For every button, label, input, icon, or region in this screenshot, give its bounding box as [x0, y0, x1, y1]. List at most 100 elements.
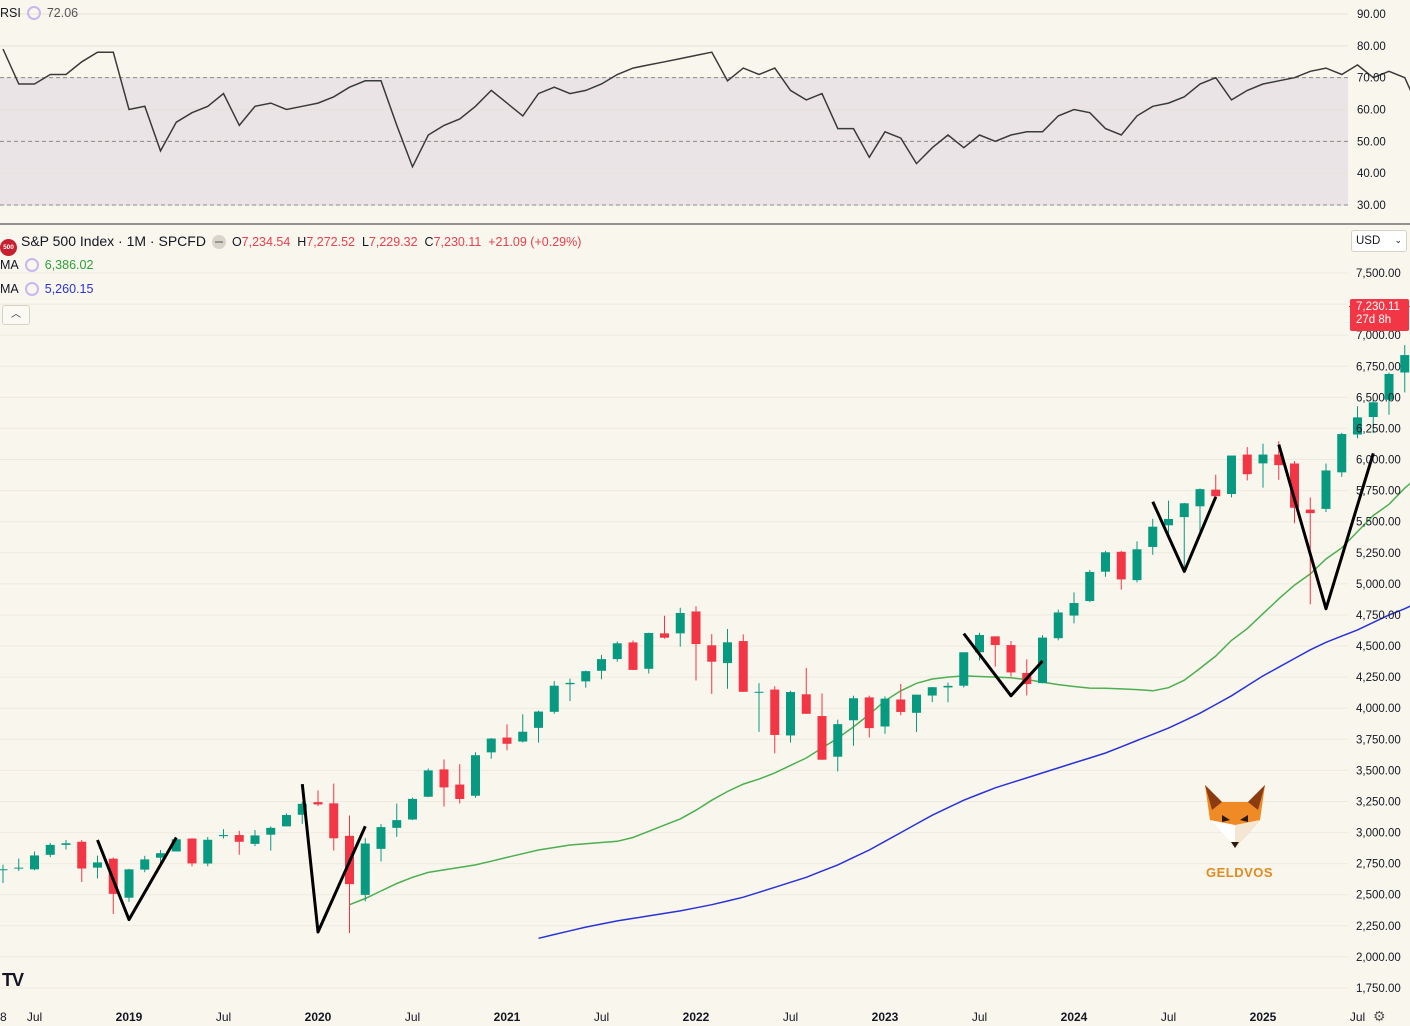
hide-icon[interactable] — [211, 235, 226, 249]
price-tick-label: 6,500.00 — [1356, 392, 1401, 404]
candle-body — [912, 694, 921, 713]
time-label: 2025 — [1250, 1010, 1277, 1024]
ma2-line — [538, 605, 1410, 940]
candle-body — [140, 859, 150, 870]
candle-body — [329, 803, 339, 839]
rsi-tick-label: 30.00 — [1357, 200, 1386, 212]
time-label: 8 — [0, 1010, 7, 1024]
brand-logo[interactable]: TV — [2, 970, 24, 990]
candle-body — [455, 784, 465, 799]
candle-body — [1290, 463, 1299, 508]
price-tick-label: 6,750.00 — [1356, 361, 1401, 373]
price-tick-label: 4,000.00 — [1356, 703, 1401, 715]
candle-body — [770, 689, 780, 735]
candle-body — [990, 636, 1000, 646]
last-price: 7,230.11 — [1356, 301, 1400, 313]
bar-countdown: 27d 8h — [1356, 314, 1392, 326]
price-tick-label: 2,250.00 — [1356, 921, 1401, 933]
candle-body — [849, 698, 858, 721]
candle-body — [1148, 526, 1158, 547]
fox-logo — [1205, 785, 1265, 848]
price-tick-label: 3,000.00 — [1356, 828, 1401, 840]
candle-body — [1353, 417, 1362, 435]
candle-body — [1274, 454, 1284, 466]
time-label: 2022 — [683, 1010, 710, 1024]
candle-body — [927, 687, 937, 696]
candle-body — [786, 692, 795, 736]
candle-body — [959, 652, 969, 686]
candle-body — [392, 820, 402, 828]
candle-body — [896, 699, 906, 712]
candle-body — [549, 685, 559, 712]
rsi-legend: RSI 72.06 — [0, 6, 78, 20]
candle-body — [313, 802, 323, 805]
v-annotation — [1277, 444, 1375, 611]
candle-body — [360, 843, 370, 895]
price-tick-label: 6,250.00 — [1356, 423, 1401, 435]
time-label: Jul — [216, 1010, 231, 1024]
ma2-value: 5,260.15 — [44, 282, 94, 296]
candle-body — [30, 855, 39, 870]
rsi-tick-label: 60.00 — [1357, 105, 1386, 117]
ma1-legend: MA 6,386.02 — [0, 258, 93, 272]
candle-body — [691, 611, 701, 645]
candle-body — [1195, 489, 1205, 507]
candle-body — [1101, 552, 1110, 572]
settings-icon[interactable]: ⚙ — [1373, 1008, 1386, 1024]
price-tick-label: 3,750.00 — [1356, 734, 1401, 746]
candle-body — [376, 827, 386, 849]
currency-select[interactable]: USD ⌄ — [1351, 230, 1407, 252]
candle-body — [612, 643, 622, 660]
price-tick-label: 2,500.00 — [1356, 890, 1401, 902]
rsi-label: RSI — [0, 6, 21, 20]
candle-body — [675, 612, 685, 634]
price-tick-label: 5,250.00 — [1356, 548, 1401, 560]
time-label: Jul — [27, 1010, 42, 1024]
rsi-settings-icon[interactable] — [26, 6, 41, 20]
candle-body — [45, 844, 55, 855]
candle-body — [833, 724, 843, 757]
time-label: Jul — [783, 1010, 798, 1024]
candle-body — [644, 632, 654, 669]
time-label: Jul — [594, 1010, 609, 1024]
candle-body — [77, 841, 87, 869]
ma1-settings-icon[interactable] — [24, 258, 39, 272]
candle-body — [723, 642, 732, 664]
candle-body — [1227, 455, 1236, 494]
price-tick-label: 6,000.00 — [1356, 455, 1401, 467]
candle-body — [124, 869, 134, 898]
candle-body — [0, 869, 8, 871]
candle-body — [1006, 645, 1016, 673]
collapse-legend-button[interactable]: ︿ — [2, 305, 30, 325]
ma2-label: MA — [0, 282, 19, 296]
candle-body — [1038, 637, 1047, 684]
ma1-label: MA — [0, 258, 19, 272]
ma2-settings-icon[interactable] — [24, 282, 39, 296]
candle-body — [801, 694, 811, 714]
time-label: 2021 — [494, 1010, 521, 1024]
candle-body — [1258, 454, 1268, 464]
candle-body — [1368, 402, 1378, 417]
ohlc-values: O7,234.54 H7,272.52 L7,229.32 C7,230.11 … — [231, 235, 582, 249]
candle-body — [266, 827, 276, 835]
rsi-tick-label: 40.00 — [1357, 168, 1386, 180]
time-label: 2023 — [872, 1010, 899, 1024]
price-tick-label: 4,250.00 — [1356, 672, 1401, 684]
time-label: Jul — [1161, 1010, 1176, 1024]
candle-body — [1179, 503, 1189, 518]
candle-body — [597, 659, 606, 671]
ma1-value: 6,386.02 — [44, 258, 94, 272]
candle-body — [518, 731, 528, 742]
time-label: 2020 — [305, 1010, 332, 1024]
candle-body — [1242, 454, 1252, 475]
candle-body — [975, 634, 984, 653]
v-annotation — [1151, 496, 1218, 573]
candle-body — [234, 835, 244, 842]
symbol-title[interactable]: S&P 500 Index · 1M · SPCFD — [21, 233, 206, 249]
price-tick-label: 7,000.00 — [1356, 330, 1401, 342]
price-tick-label: 7,500.00 — [1356, 268, 1401, 280]
rsi-tick-label: 90.00 — [1357, 9, 1386, 21]
candle-body — [581, 671, 591, 682]
price-tick-label: 2,750.00 — [1356, 859, 1401, 871]
